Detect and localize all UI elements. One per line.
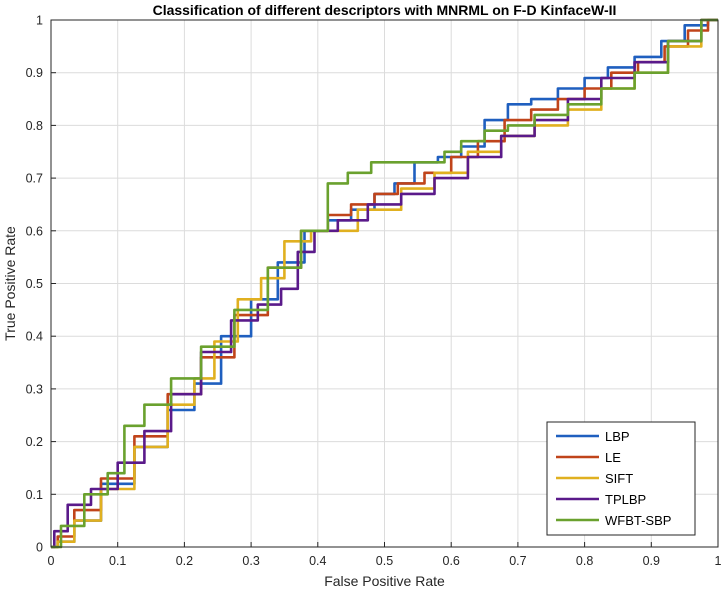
y-tick-label: 0.4: [26, 330, 43, 344]
legend: LBP LE SIFT TPLBP WFBT-SBP: [546, 421, 696, 536]
x-axis-label: False Positive Rate: [324, 573, 445, 589]
y-axis-label: True Positive Rate: [2, 226, 18, 341]
x-tick-label: 0.1: [109, 554, 126, 568]
x-tick-label: 0: [48, 554, 55, 568]
series-line-wfbt-sbp: [51, 18, 718, 549]
legend-label: SIFT: [605, 471, 633, 486]
x-tick-label: 0.9: [643, 554, 660, 568]
x-tick-label: 0.2: [176, 554, 193, 568]
series-line-le: [51, 18, 718, 549]
x-tick-label: 0.8: [576, 554, 593, 568]
x-tick-label: 1: [715, 554, 722, 568]
y-tick-label: 0.6: [26, 224, 43, 238]
y-tick-label: 0.3: [26, 382, 43, 396]
legend-label: TPLBP: [605, 492, 646, 507]
x-tick-label: 0.6: [443, 554, 460, 568]
legend-label: LBP: [605, 429, 630, 444]
series-lines: [51, 18, 718, 549]
y-tick-label: 0.5: [26, 277, 43, 291]
legend-label: WFBT-SBP: [605, 513, 671, 528]
y-tick-label: 0.8: [26, 119, 43, 133]
y-tick-label: 0: [36, 541, 43, 555]
x-tick-label: 0.5: [376, 554, 393, 568]
y-tick-label: 0.2: [26, 435, 43, 449]
legend-label: LE: [605, 450, 621, 465]
axis-ticks: 0 0.1 0.2 0.3 0.4 0.5 0.6 0.7 0.8 0.9 1 0 0.1 0.2 0.3 0…: [26, 14, 722, 569]
y-tick-label: 1: [36, 14, 43, 28]
y-tick-label: 0.9: [26, 66, 43, 80]
x-tick-label: 0.4: [309, 554, 326, 568]
y-tick-label: 0.7: [26, 172, 43, 186]
y-tick-label: 0.1: [26, 488, 43, 502]
x-tick-label: 0.3: [242, 554, 259, 568]
x-tick-label: 0.7: [509, 554, 526, 568]
chart-title: Classification of different descriptors …: [153, 2, 617, 18]
